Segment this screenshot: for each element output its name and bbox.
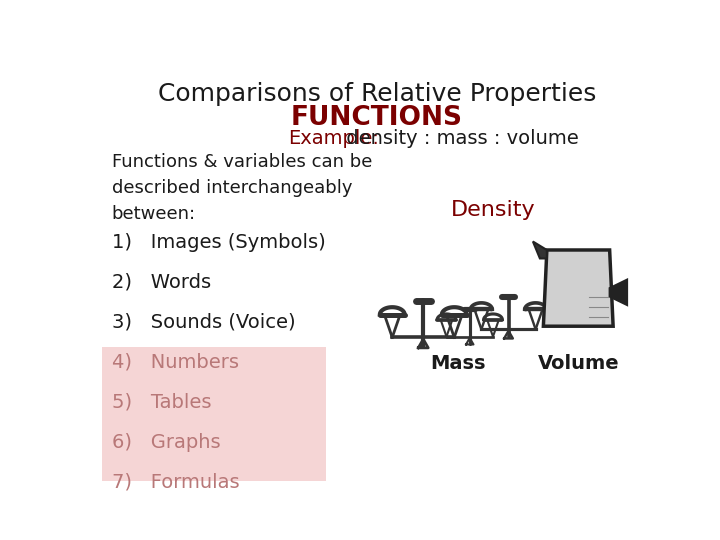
- Polygon shape: [533, 241, 547, 259]
- Text: Comparisons of Relative Properties: Comparisons of Relative Properties: [158, 82, 596, 106]
- Text: Density: Density: [451, 200, 535, 220]
- Text: Functions & variables can be
described interchangeably
between:: Functions & variables can be described i…: [112, 153, 372, 222]
- Text: Mass: Mass: [431, 354, 486, 373]
- Text: 6)   Graphs: 6) Graphs: [112, 433, 220, 452]
- Polygon shape: [610, 280, 627, 305]
- Text: 1)   Images (Symbols): 1) Images (Symbols): [112, 233, 325, 252]
- Text: 5)   Tables: 5) Tables: [112, 393, 211, 412]
- Polygon shape: [544, 250, 613, 326]
- FancyBboxPatch shape: [102, 347, 326, 517]
- Text: density : mass : volume: density : mass : volume: [340, 129, 578, 148]
- Text: FUNCTIONS: FUNCTIONS: [291, 105, 463, 131]
- Text: Volume: Volume: [537, 354, 619, 373]
- Text: 3)   Sounds (Voice): 3) Sounds (Voice): [112, 313, 295, 332]
- Text: 2)   Words: 2) Words: [112, 273, 211, 292]
- Text: 4)   Numbers: 4) Numbers: [112, 353, 239, 372]
- Text: 7)   Formulas: 7) Formulas: [112, 473, 239, 492]
- Text: Example:: Example:: [287, 129, 379, 148]
